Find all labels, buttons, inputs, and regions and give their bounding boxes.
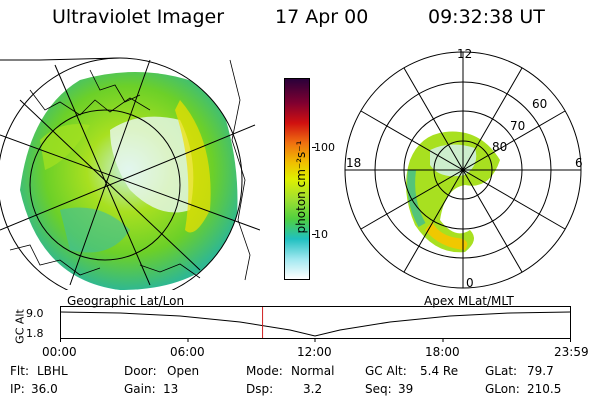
left-panel-caption: Geographic Lat/Lon [67,294,185,308]
app-title: Ultraviolet Imager [52,6,225,28]
lat-label-60: 60 [532,97,548,111]
right-panel-caption: Apex MLat/MLT [424,294,514,308]
info-glon-value: 210.5 [527,382,562,396]
colorbar-tick-10: 10 [314,228,328,241]
info-flt-value: LBHL [37,364,68,378]
info-gain-label: Gain: [124,382,156,396]
time-tick-1200: 12:00 [297,345,332,359]
info-dsp-value: 3.2 [303,382,323,396]
intensity-colorbar [284,78,310,280]
time-tick-1800: 18:00 [425,345,460,359]
info-glat-value: 79.7 [527,364,554,378]
info-seq-label: Seq: [365,382,392,396]
info-ip-label: IP: [10,382,25,396]
info-ip-value: 36.0 [31,382,58,396]
altitude-ytick-min: 1.8 [26,327,44,340]
info-gcalt-value: 5.4 Re [420,364,459,378]
colorbar-unit-label: photon cm⁻²s⁻¹ [294,140,308,234]
mlt-label-18: 18 [346,156,362,170]
info-gain-value: 13 [163,382,179,396]
altitude-axis-label: GC Alt [13,309,27,344]
time-tick-0000: 00:00 [42,345,77,359]
lat-label-70: 70 [510,119,526,133]
observation-time: 09:32:38 UT [428,6,545,28]
lat-label-80: 80 [492,140,508,154]
time-tick-2359: 23:59 [554,345,589,359]
magnetic-polar-plot [344,51,582,289]
info-glat-label: GLat: [485,364,518,378]
info-glon-label: GLon: [485,382,520,396]
info-gcalt-label: GC Alt: [365,364,407,378]
polar-aurora-image [406,131,500,253]
map-grid [0,57,260,290]
mlt-label-0: 0 [466,276,474,290]
polar-grid [344,51,582,289]
info-seq-value: 39 [398,382,414,396]
info-mode-value: Normal [291,364,335,378]
altitude-plot [60,306,571,342]
uv-intensity-map [0,58,242,290]
time-tick-0600: 06:00 [170,345,205,359]
info-door-value: Open [167,364,200,378]
altitude-ytick-max: 9.0 [26,307,44,320]
info-dsp-label: Dsp: [246,382,274,396]
mlt-label-12: 12 [457,47,473,61]
geographic-image [0,57,260,290]
colorbar-tick-100: 100 [314,141,335,154]
info-mode-label: Mode: [246,364,283,378]
observation-date: 17 Apr 00 [275,6,369,28]
info-door-label: Door: [124,364,157,378]
info-flt-label: Flt: [10,364,29,378]
mlt-label-6: 6 [575,156,583,170]
